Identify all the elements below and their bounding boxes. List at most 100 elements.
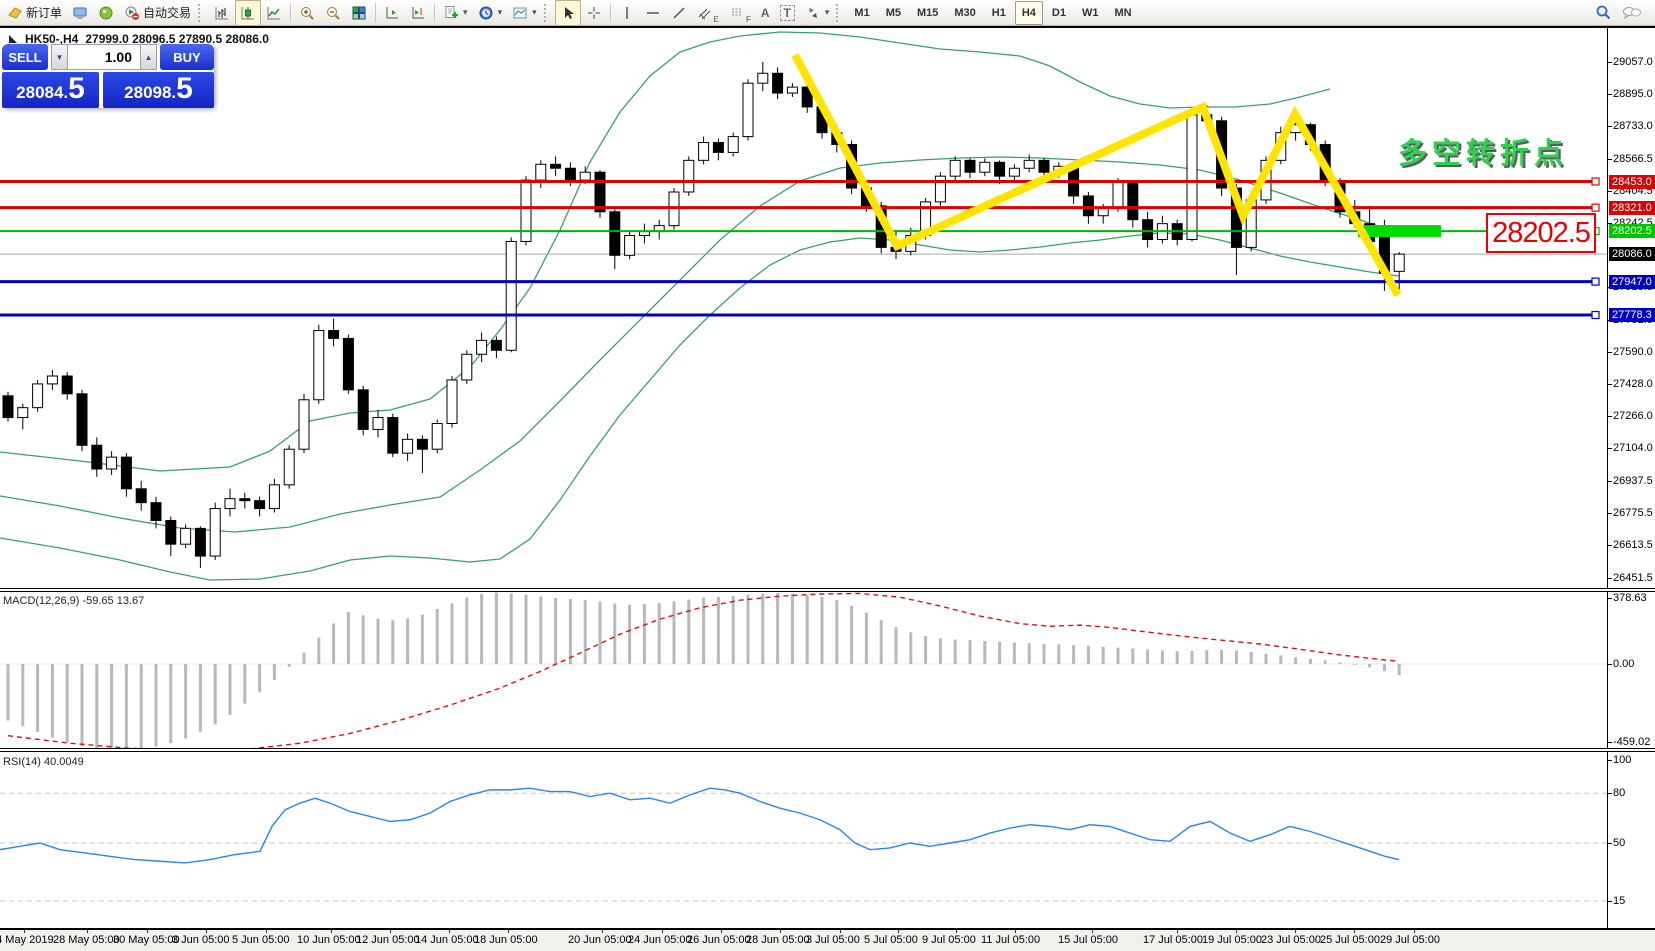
indicators-button[interactable]: ▾: [438, 0, 473, 26]
bar-chart-mode-button[interactable]: [209, 0, 235, 26]
chat-button[interactable]: [1617, 0, 1647, 26]
buy-button[interactable]: BUY: [160, 44, 214, 70]
text-tool-button[interactable]: A: [756, 0, 775, 26]
time-tick-mark: [508, 930, 509, 933]
trendline-tool-button[interactable]: [666, 0, 692, 26]
zoom-in-button[interactable]: [294, 0, 320, 26]
time-tick-mark: [87, 930, 88, 933]
chart-marker-icon: [9, 35, 17, 43]
buy-price[interactable]: 28098. 5: [103, 72, 214, 108]
time-tick-label: 10 Jun 05:00: [297, 934, 361, 946]
chart-title-overlay: HK50-,H4 27999.0 28096.5 27890.5 28086.0: [8, 32, 269, 46]
sell-price[interactable]: 28084. 5: [2, 72, 99, 108]
axis-tick-mark: [1608, 416, 1612, 418]
horizontal-level-lines[interactable]: [0, 177, 1600, 320]
arrows-tool-button[interactable]: ▾: [800, 0, 835, 26]
timeframe-m15[interactable]: M15: [916, 6, 939, 19]
profiles-button[interactable]: [67, 0, 93, 26]
timeframe-mn[interactable]: MN: [1114, 6, 1132, 19]
tile-windows-icon: [352, 6, 366, 19]
sell-button[interactable]: SELL: [2, 44, 48, 70]
search-button[interactable]: [1590, 0, 1617, 26]
pane-separator[interactable]: [0, 748, 1655, 752]
zoom-out-button[interactable]: [320, 0, 346, 26]
timeframe-w1[interactable]: W1: [1081, 6, 1099, 19]
main-toolbar: 新订单 自动交易 ▾ ▾ ▾: [0, 0, 1655, 26]
dropdown-caret-icon[interactable]: ▾: [497, 7, 503, 17]
axis-tick-mark: [1608, 481, 1612, 483]
axis-tick-mark: [1608, 513, 1612, 515]
indicators-icon: [445, 5, 459, 18]
price-level-label: 28453.0: [1609, 174, 1655, 189]
fibonacci-tool-button[interactable]: F: [724, 0, 756, 26]
time-tick-label: 30 May 05:00: [113, 934, 180, 946]
timeframe-m30[interactable]: M30: [954, 6, 976, 19]
time-tick-label: 9 Jul 05:00: [922, 934, 976, 946]
price-level-label: 28086.0: [1609, 247, 1655, 262]
auto-trading-button[interactable]: 自动交易: [119, 0, 196, 26]
rsi-pane[interactable]: [0, 752, 1607, 928]
vertical-line-icon: [625, 6, 628, 19]
timeframe-m5[interactable]: M5: [885, 6, 901, 19]
toolbar-grip[interactable]: [543, 3, 551, 22]
crosshair-tool-button[interactable]: [581, 0, 607, 26]
rsi-scale-label: 15: [1613, 895, 1626, 908]
vertical-line-tool-button[interactable]: [614, 0, 640, 26]
label-tool-icon: T: [779, 4, 795, 21]
timeframe-d1[interactable]: D1: [1051, 6, 1066, 19]
timeframe-m1[interactable]: M1: [854, 6, 870, 19]
time-tick-label: 3 Jul 05:00: [806, 934, 860, 946]
time-tick-label: 24 May 2019: [0, 934, 54, 946]
new-order-button[interactable]: 新订单: [2, 0, 67, 26]
level-callout-box[interactable]: 28202.5: [1486, 213, 1596, 253]
rsi-scale-label: 50: [1613, 837, 1626, 849]
one-click-trading-panel: SELL ▼ ▲ BUY 28084.5 28098.5: [2, 44, 214, 108]
axis-tick-mark: [1608, 384, 1612, 386]
templates-button[interactable]: ▾: [507, 0, 542, 26]
price-chart-pane[interactable]: [0, 28, 1607, 588]
highlight-band[interactable]: [1358, 225, 1441, 238]
volume-decrease-button[interactable]: ▼: [51, 44, 68, 70]
cursor-tool-button[interactable]: [554, 0, 581, 26]
chat-bubbles-icon: [1623, 6, 1641, 19]
signals-button[interactable]: [93, 0, 119, 26]
time-tick-label: 26 Jun 05:00: [687, 934, 751, 946]
channel-tool-button[interactable]: E: [692, 0, 724, 26]
price-tick-label: 26451.5: [1613, 571, 1653, 584]
axis-tick-mark: [1608, 191, 1612, 193]
macd-pane[interactable]: [0, 592, 1607, 748]
label-tool-button[interactable]: T: [775, 0, 800, 26]
toolbar-grip[interactable]: [836, 3, 843, 22]
time-tick-label: 5 Jul 05:00: [864, 934, 918, 946]
time-tick-mark: [956, 930, 957, 933]
pane-separator[interactable]: [0, 928, 1655, 930]
timeframe-h4[interactable]: H4: [1014, 0, 1043, 25]
axis-tick-mark: [1608, 223, 1612, 225]
turning-point-annotation[interactable]: 多空转折点: [1398, 138, 1569, 170]
line-chart-mode-button[interactable]: [261, 0, 287, 26]
volume-input[interactable]: [68, 44, 140, 70]
time-tick-label: 24 Jun 05:00: [628, 934, 692, 946]
auto-scroll-button[interactable]: [379, 0, 405, 26]
search-icon: [1596, 5, 1611, 20]
volume-increase-button[interactable]: ▲: [140, 44, 157, 70]
periods-button[interactable]: ▾: [473, 0, 508, 26]
axis-tick-mark: [1608, 742, 1612, 743]
price-tick-label: 28733.0: [1613, 120, 1653, 133]
horizontal-line-tool-button[interactable]: [640, 0, 666, 26]
time-tick-mark: [147, 930, 148, 933]
dropdown-caret-icon[interactable]: ▾: [824, 7, 830, 17]
timeframe-h1[interactable]: H1: [991, 6, 1006, 19]
yellow-zigzag-trendline[interactable]: [791, 53, 1402, 297]
price-tick-label: 26613.5: [1613, 539, 1653, 552]
dropdown-caret-icon[interactable]: ▾: [463, 7, 468, 17]
chart-shift-button[interactable]: [405, 0, 431, 26]
price-axis[interactable]: 29057.028895.028733.028566.528404.528242…: [1607, 28, 1655, 930]
candlestick-mode-button[interactable]: [235, 0, 262, 26]
toolbar-grip[interactable]: [198, 3, 205, 22]
dropdown-caret-icon[interactable]: ▾: [532, 7, 537, 17]
tile-windows-button[interactable]: [346, 0, 372, 26]
time-tick-mark: [1092, 930, 1093, 933]
pane-separator[interactable]: [0, 588, 1655, 592]
